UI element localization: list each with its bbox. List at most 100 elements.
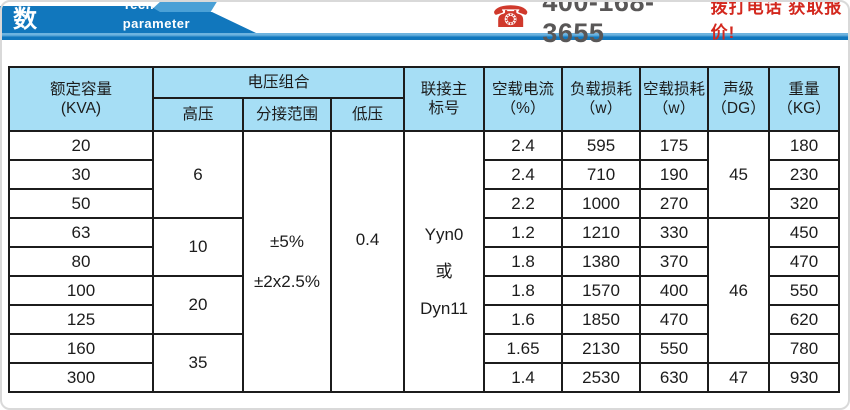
noload-loss-cell: 630 xyxy=(639,362,710,393)
call-cta-text[interactable]: 拨打电话 获取报价! xyxy=(710,0,843,42)
noload-current-cell: 2.4 xyxy=(483,159,564,190)
kva-cell: 125 xyxy=(8,304,154,335)
noload-current-cell: 1.8 xyxy=(483,246,564,277)
section-title-banner: 技术参数 Technical parameter xyxy=(0,6,256,33)
tap-range-line2: ±2x2.5% xyxy=(253,271,321,291)
sound-level-cell: 47 xyxy=(707,362,771,393)
col-header-connection-line1: 联接主 xyxy=(420,80,468,98)
load-loss-cell: 1210 xyxy=(561,217,642,248)
weight-cell: 230 xyxy=(768,159,841,190)
col-header-capacity: 额定容量 (KVA) xyxy=(8,66,154,132)
tap-range-line1: ±5% xyxy=(270,231,304,251)
table-row: 125 1.6 1850 470 620 xyxy=(8,304,841,335)
col-header-noload-current-label: 空载电流 xyxy=(492,80,555,98)
connection-line3: Dyn11 xyxy=(420,299,468,318)
noload-loss-cell: 190 xyxy=(639,159,710,190)
noload-loss-cell: 330 xyxy=(639,217,710,248)
kva-cell: 30 xyxy=(8,159,154,190)
noload-loss-cell: 470 xyxy=(639,304,710,335)
table-row: 300 1.4 2530 630 47 930 xyxy=(8,362,841,393)
col-header-noload-loss-label: 空载损耗 xyxy=(643,80,706,98)
weight-cell: 470 xyxy=(768,246,841,277)
weight-cell: 180 xyxy=(768,130,841,161)
table-row: 30 2.4 710 190 230 xyxy=(8,159,841,190)
table-row: 100 20 1.8 1570 400 550 xyxy=(8,275,841,335)
tap-range-merged-cell: ±5% ±2x2.5% xyxy=(242,130,332,393)
col-header-load-loss: 负载损耗 （w） xyxy=(561,66,642,132)
load-loss-cell: 1380 xyxy=(561,246,642,277)
load-loss-cell: 1570 xyxy=(561,275,642,306)
noload-current-cell: 1.8 xyxy=(483,275,564,306)
col-header-voltage-group: 电压组合 xyxy=(151,66,406,99)
table-row: 80 1.8 1380 370 470 xyxy=(8,246,841,277)
section-title-cn: 技术参数 xyxy=(13,6,89,33)
lv-value: 0.4 xyxy=(355,229,380,249)
noload-current-cell: 2.4 xyxy=(483,130,564,161)
weight-cell: 550 xyxy=(768,275,841,306)
kva-cell: 50 xyxy=(8,188,154,219)
top-bar: 技术参数 Technical parameter ☎ 400-168-3655 … xyxy=(0,0,850,48)
noload-loss-cell: 270 xyxy=(639,188,710,219)
phone-icon: ☎ xyxy=(492,0,530,34)
col-header-noload-current: 空载电流 （%） xyxy=(483,66,564,132)
col-header-lv: 低压 xyxy=(329,97,406,132)
noload-loss-cell: 550 xyxy=(639,333,710,364)
load-loss-cell: 1850 xyxy=(561,304,642,335)
col-header-weight-unit: （KG） xyxy=(777,100,831,117)
col-header-connection: 联接主 标号 xyxy=(403,66,486,132)
col-header-connection-line2: 标号 xyxy=(428,100,460,117)
col-header-sound-level-label: 声级 xyxy=(723,80,755,98)
technical-parameter-table: 额定容量 (KVA) 电压组合 联接主 标号 空载电流 （%） 负载损耗 （w）… xyxy=(8,66,841,393)
load-loss-cell: 710 xyxy=(561,159,642,190)
col-header-noload-current-unit: （%） xyxy=(500,100,546,117)
col-header-load-loss-label: 负载损耗 xyxy=(570,80,633,98)
load-loss-cell: 2530 xyxy=(561,362,642,393)
divider-strip xyxy=(0,33,850,40)
col-header-weight-label: 重量 xyxy=(788,80,820,98)
banner-accent-shape xyxy=(148,0,218,13)
connection-value: Yyn0 或 Dyn11 xyxy=(420,216,468,327)
hv-merged-cell: 35 xyxy=(152,333,244,393)
col-header-capacity-label: 额定容量 xyxy=(49,80,112,98)
hv-merged-cell: 10 xyxy=(152,217,244,277)
load-loss-cell: 1000 xyxy=(561,188,642,219)
col-header-tap-range: 分接范围 xyxy=(242,97,332,132)
kva-cell: 300 xyxy=(8,362,154,393)
col-header-load-loss-unit: （w） xyxy=(579,100,623,117)
sound-level-merged-cell: 46 xyxy=(707,217,771,364)
connection-line1: Yyn0 xyxy=(424,225,464,244)
weight-cell: 620 xyxy=(768,304,841,335)
connection-line2: 或 xyxy=(435,262,453,281)
weight-cell: 930 xyxy=(768,362,841,393)
phone-area: ☎ 400-168-3655 拨打电话 获取报价! xyxy=(492,0,850,48)
hv-merged-cell: 6 xyxy=(152,130,244,219)
noload-current-cell: 2.2 xyxy=(483,188,564,219)
table-row: 63 10 1.2 1210 330 46 450 xyxy=(8,217,841,364)
weight-cell: 320 xyxy=(768,188,841,219)
col-header-capacity-unit: (KVA) xyxy=(60,100,102,117)
hv-merged-cell: 20 xyxy=(152,275,244,335)
noload-current-cell: 1.6 xyxy=(483,304,564,335)
table-row: 50 2.2 1000 270 320 xyxy=(8,188,841,219)
col-header-sound-level: 声级 （DG） xyxy=(707,66,771,132)
phone-number[interactable]: 400-168-3655 xyxy=(542,0,655,48)
col-header-hv: 高压 xyxy=(152,97,244,132)
weight-cell: 450 xyxy=(768,217,841,248)
noload-loss-cell: 400 xyxy=(639,275,710,306)
connection-merged-cell: Yyn0 或 Dyn11 xyxy=(403,130,486,393)
sound-level-merged-cell: 45 xyxy=(707,130,771,219)
col-header-weight: 重量 （KG） xyxy=(768,66,841,132)
kva-cell: 20 xyxy=(8,130,154,161)
col-header-sound-level-unit: （DG） xyxy=(711,100,766,117)
load-loss-cell: 595 xyxy=(561,130,642,161)
noload-current-cell: 1.4 xyxy=(483,362,564,393)
section-title-en: Technical parameter xyxy=(122,0,191,31)
noload-loss-cell: 175 xyxy=(639,130,710,161)
noload-current-cell: 1.2 xyxy=(483,217,564,248)
noload-loss-cell: 370 xyxy=(639,246,710,277)
kva-cell: 80 xyxy=(8,246,154,277)
table-row: 20 6 ±5% ±2x2.5% 0.4 Yyn0 或 Dyn11 2.4 59… xyxy=(8,130,841,393)
load-loss-cell: 2130 xyxy=(561,333,642,364)
kva-cell: 63 xyxy=(8,217,154,248)
col-header-noload-loss: 空载损耗 （w） xyxy=(639,66,710,132)
